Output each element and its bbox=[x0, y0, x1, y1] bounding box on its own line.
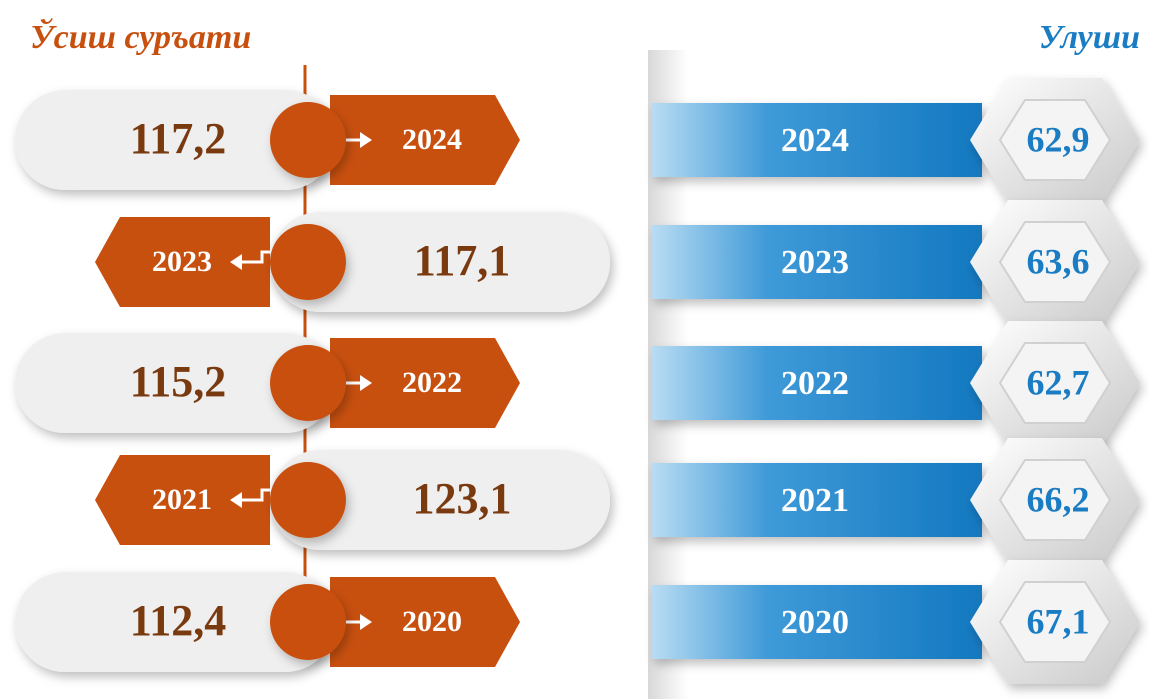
year: 2022 bbox=[402, 366, 462, 399]
ribbon bbox=[652, 346, 982, 420]
hexagon-inner bbox=[998, 581, 1112, 663]
node bbox=[270, 462, 346, 538]
right-title: Улуши bbox=[1039, 19, 1140, 56]
value: 115,2 bbox=[130, 357, 227, 406]
arrow-head bbox=[230, 492, 242, 508]
pill bbox=[270, 450, 610, 550]
pill bbox=[15, 90, 335, 190]
hexagon-inner bbox=[998, 99, 1112, 181]
value: 117,1 bbox=[414, 236, 511, 285]
year: 2021 bbox=[781, 482, 849, 519]
year: 2024 bbox=[402, 123, 462, 156]
year: 2020 bbox=[402, 605, 462, 638]
value: 117,2 bbox=[130, 114, 227, 163]
ribbon bbox=[652, 103, 982, 177]
arrow-head bbox=[360, 132, 372, 148]
year: 2021 bbox=[152, 483, 212, 516]
left-title: Ўсиш суръати bbox=[30, 17, 251, 56]
node bbox=[270, 345, 346, 421]
value: 63,6 bbox=[1027, 241, 1090, 281]
year: 2023 bbox=[781, 244, 849, 281]
value: 112,4 bbox=[130, 596, 227, 645]
year-tag bbox=[330, 338, 520, 428]
year: 2024 bbox=[781, 122, 849, 159]
rows: 117,2 2024 117,1 2023 115,2 2022 123,1 2021 112,… bbox=[15, 78, 1140, 684]
pill bbox=[270, 212, 610, 312]
year-tag bbox=[95, 217, 270, 307]
ribbon bbox=[652, 585, 982, 659]
value: 67,1 bbox=[1027, 601, 1090, 641]
arrow-head bbox=[360, 375, 372, 391]
hexagon-inner bbox=[998, 459, 1112, 541]
ribbon bbox=[652, 463, 982, 537]
node bbox=[270, 102, 346, 178]
year: 2023 bbox=[152, 245, 212, 278]
arrow-head bbox=[230, 254, 242, 270]
year: 2020 bbox=[781, 604, 849, 641]
value: 123,1 bbox=[413, 474, 512, 523]
node bbox=[270, 224, 346, 300]
pill bbox=[15, 572, 335, 672]
year-tag bbox=[95, 455, 270, 545]
arrow-head bbox=[360, 614, 372, 630]
value: 62,7 bbox=[1027, 362, 1090, 402]
value: 66,2 bbox=[1027, 479, 1090, 519]
hexagon-inner bbox=[998, 221, 1112, 303]
pill bbox=[15, 333, 335, 433]
node bbox=[270, 584, 346, 660]
ribbon bbox=[652, 225, 982, 299]
year: 2022 bbox=[781, 365, 849, 402]
year-tag bbox=[330, 95, 520, 185]
hexagon-inner bbox=[998, 342, 1112, 424]
value: 62,9 bbox=[1027, 119, 1090, 159]
year-tag bbox=[330, 577, 520, 667]
